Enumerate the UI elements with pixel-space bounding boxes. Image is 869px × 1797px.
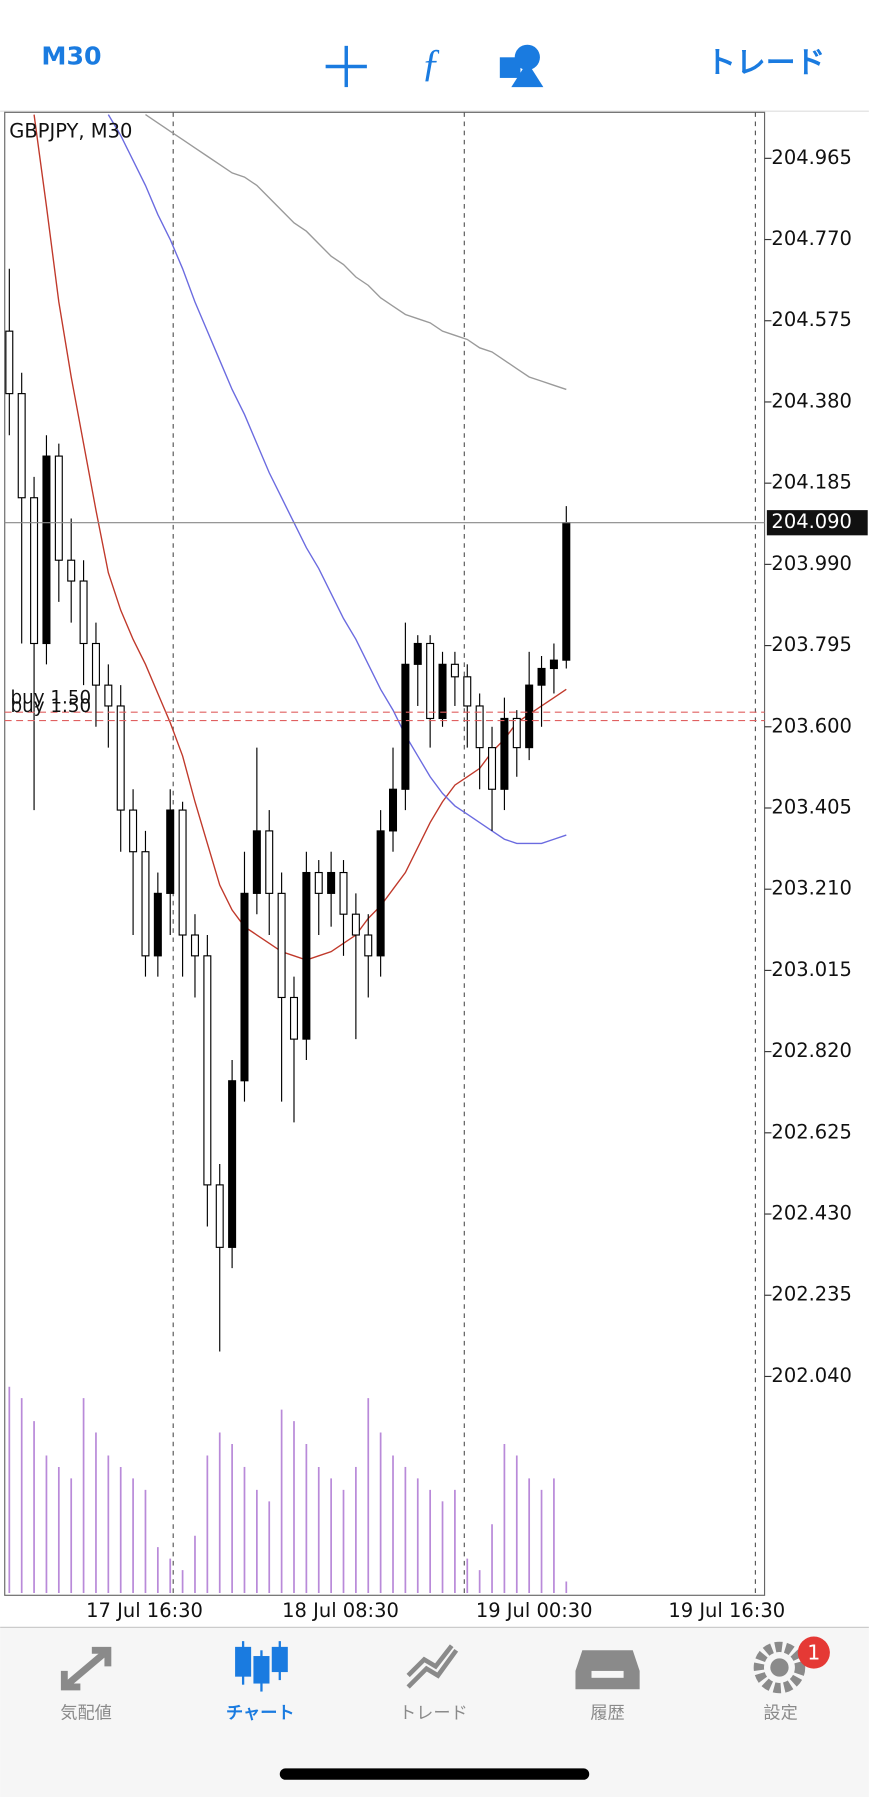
- candle-body: [104, 684, 113, 707]
- tab-label[interactable]: 気配値: [60, 1703, 112, 1723]
- plot: [5, 112, 756, 1596]
- candle-body: [153, 892, 162, 957]
- candle-body: [364, 934, 373, 957]
- tab-label[interactable]: 設定: [763, 1703, 797, 1723]
- candle-body: [30, 497, 39, 645]
- moving-average: [33, 114, 567, 961]
- candle-body: [79, 580, 88, 645]
- candle-body: [116, 705, 125, 811]
- candle-body: [277, 892, 286, 999]
- y-tick-label: 202.430: [771, 1202, 852, 1225]
- symbol-label: GBPJPY, M30: [9, 119, 132, 142]
- y-tick-label: 204.575: [771, 308, 852, 331]
- home-indicator: [279, 1768, 590, 1780]
- candle-body: [178, 809, 187, 936]
- candle-body: [426, 642, 435, 720]
- tab-label[interactable]: チャート: [226, 1703, 295, 1723]
- moving-average: [145, 114, 567, 391]
- badge-count: 1: [807, 1641, 820, 1665]
- y-tick-label: 202.820: [771, 1039, 852, 1062]
- trade-button[interactable]: トレード: [706, 46, 825, 81]
- y-tick-label: 204.185: [771, 471, 852, 494]
- tab-label[interactable]: 履歴: [590, 1703, 624, 1723]
- candle-body: [327, 871, 336, 894]
- chart-icon[interactable]: [235, 1641, 288, 1692]
- candle-body: [549, 659, 558, 670]
- y-tick-label: 204.965: [771, 146, 852, 169]
- indicators-icon[interactable]: ƒ: [421, 41, 440, 84]
- y-tick-label: 203.600: [771, 714, 852, 737]
- timeframe-button[interactable]: M30: [41, 41, 101, 70]
- order-label: buy 1.50: [10, 687, 91, 708]
- y-tick-label: 202.235: [771, 1283, 852, 1306]
- candle-body: [240, 892, 249, 1082]
- objects-icon[interactable]: [499, 44, 544, 88]
- y-tick-label: 202.040: [771, 1364, 852, 1387]
- candle-body: [166, 809, 175, 894]
- candle-body: [463, 676, 472, 707]
- candle-body: [265, 830, 274, 894]
- candle-body: [512, 717, 521, 749]
- last-price-label: 204.090: [771, 510, 852, 533]
- y-tick-label: 203.210: [771, 877, 852, 900]
- candle-body: [54, 455, 63, 561]
- y-tick-label: 204.380: [771, 389, 852, 412]
- candle-body: [302, 871, 311, 1040]
- candle-body: [42, 455, 51, 645]
- y-tick-label: 203.990: [771, 552, 852, 575]
- y-tick-label: 204.770: [771, 227, 852, 250]
- settings-icon[interactable]: [753, 1641, 806, 1694]
- candle-body: [141, 851, 150, 957]
- candle-body: [376, 830, 385, 957]
- y-tick-label: 202.625: [771, 1120, 852, 1143]
- y-tick-label: 203.015: [771, 958, 852, 981]
- tab-label[interactable]: トレード: [399, 1703, 468, 1723]
- x-tick-label: 18 Jul 08:30: [282, 1599, 399, 1622]
- candle-body: [228, 1080, 237, 1248]
- candle-body: [17, 393, 26, 499]
- candle-body: [215, 1184, 224, 1248]
- x-tick-label: 17 Jul 16:30: [86, 1599, 203, 1622]
- y-tick-label: 203.795: [771, 633, 852, 656]
- candle-body: [5, 330, 14, 395]
- candle-body: [339, 871, 348, 915]
- candle-body: [91, 642, 100, 686]
- last-price-box: [766, 510, 868, 536]
- crosshair-icon[interactable]: [325, 45, 367, 88]
- candle-body: [413, 642, 422, 665]
- candle-body: [500, 717, 509, 790]
- quotes-icon[interactable]: [60, 1646, 112, 1691]
- x-tick-label: 19 Jul 00:30: [476, 1599, 593, 1622]
- candle-body: [351, 913, 360, 936]
- candle-body: [488, 747, 497, 790]
- candle-body: [562, 522, 571, 661]
- candle-body: [314, 871, 323, 894]
- candle-body: [475, 705, 484, 749]
- trade-icon[interactable]: [406, 1644, 459, 1689]
- candle-body: [190, 934, 199, 957]
- history-icon[interactable]: [575, 1650, 640, 1690]
- candle-body: [289, 996, 299, 1040]
- candle-body: [525, 684, 534, 749]
- y-tick-label: 203.405: [771, 795, 852, 818]
- candle-body: [389, 788, 398, 832]
- x-tick-label: 19 Jul 16:30: [668, 1599, 785, 1622]
- candle-body: [401, 663, 410, 790]
- order-label: buy 1.50: [10, 696, 91, 717]
- badge: [797, 1636, 830, 1669]
- candle-body: [450, 663, 459, 678]
- candle-body: [203, 955, 212, 1186]
- candle-body: [252, 830, 261, 894]
- candle-body: [438, 663, 447, 720]
- candle-body: [129, 809, 138, 853]
- candle-body: [67, 559, 76, 582]
- candle-body: [537, 667, 546, 686]
- moving-average: [107, 114, 567, 845]
